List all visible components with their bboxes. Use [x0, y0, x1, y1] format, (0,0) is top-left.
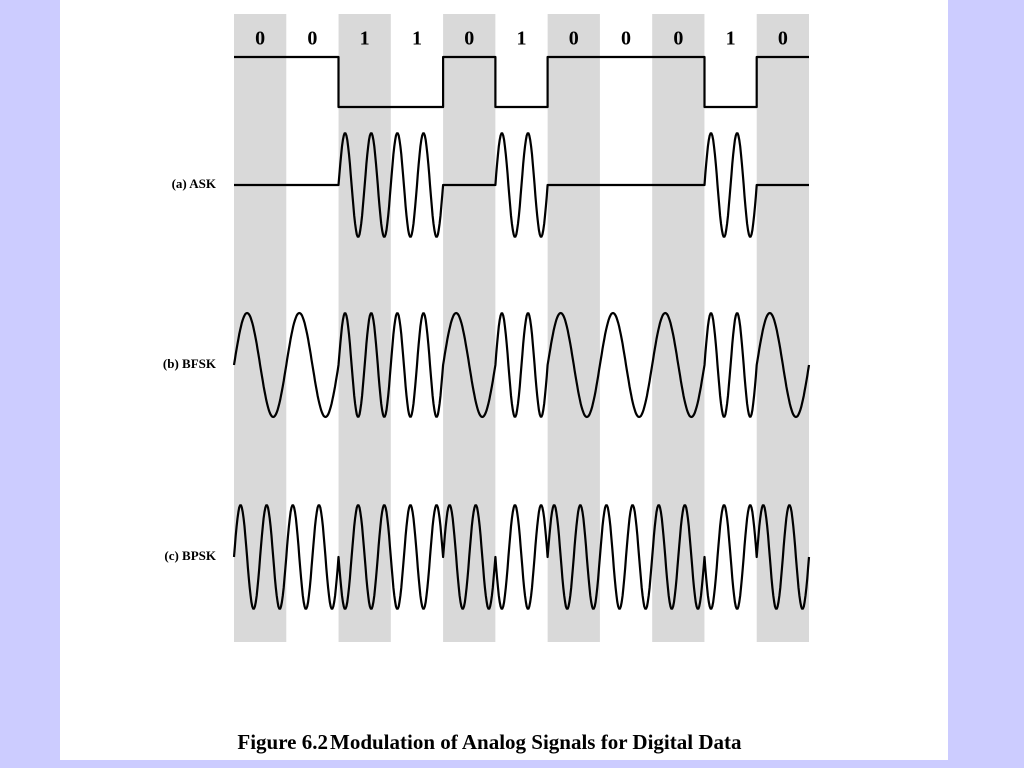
caption-title: Modulation of Analog Signals for Digital…	[330, 730, 742, 754]
bit-stripe	[652, 14, 705, 642]
modulated-signal	[232, 504, 811, 610]
bit-label: 0	[621, 28, 631, 50]
bit-stripe	[443, 14, 496, 642]
bit-label: 1	[412, 28, 422, 50]
modulated-signal	[232, 311, 811, 419]
bit-stripe	[234, 14, 287, 642]
signal-label: (a) ASK	[172, 176, 217, 191]
labels: 0 0 1 1 0 1 0 0 0 1 0 (a) ASK (b) BFSK (c) BPSK	[163, 28, 788, 563]
bit-stripe	[756, 14, 809, 642]
signal-label: (b) BFSK	[163, 356, 217, 371]
digital-signal	[234, 55, 809, 109]
bit-label: 0	[673, 28, 683, 50]
waveforms	[232, 55, 811, 610]
bit-label: 1	[360, 28, 370, 50]
bit-label: 1	[726, 28, 736, 50]
bit-label: 0	[307, 28, 317, 50]
caption-number: Figure 6.2	[237, 730, 328, 754]
bit-stripes	[234, 14, 809, 642]
bit-label: 0	[569, 28, 579, 50]
bit-stripe	[547, 14, 600, 642]
bit-label: 0	[464, 28, 474, 50]
bit-label: 0	[255, 28, 265, 50]
bit-label: 0	[778, 28, 788, 50]
signal-label: (c) BPSK	[164, 548, 217, 563]
figure-panel	[60, 0, 948, 760]
bit-label: 1	[517, 28, 527, 50]
modulated-signal	[233, 132, 810, 238]
